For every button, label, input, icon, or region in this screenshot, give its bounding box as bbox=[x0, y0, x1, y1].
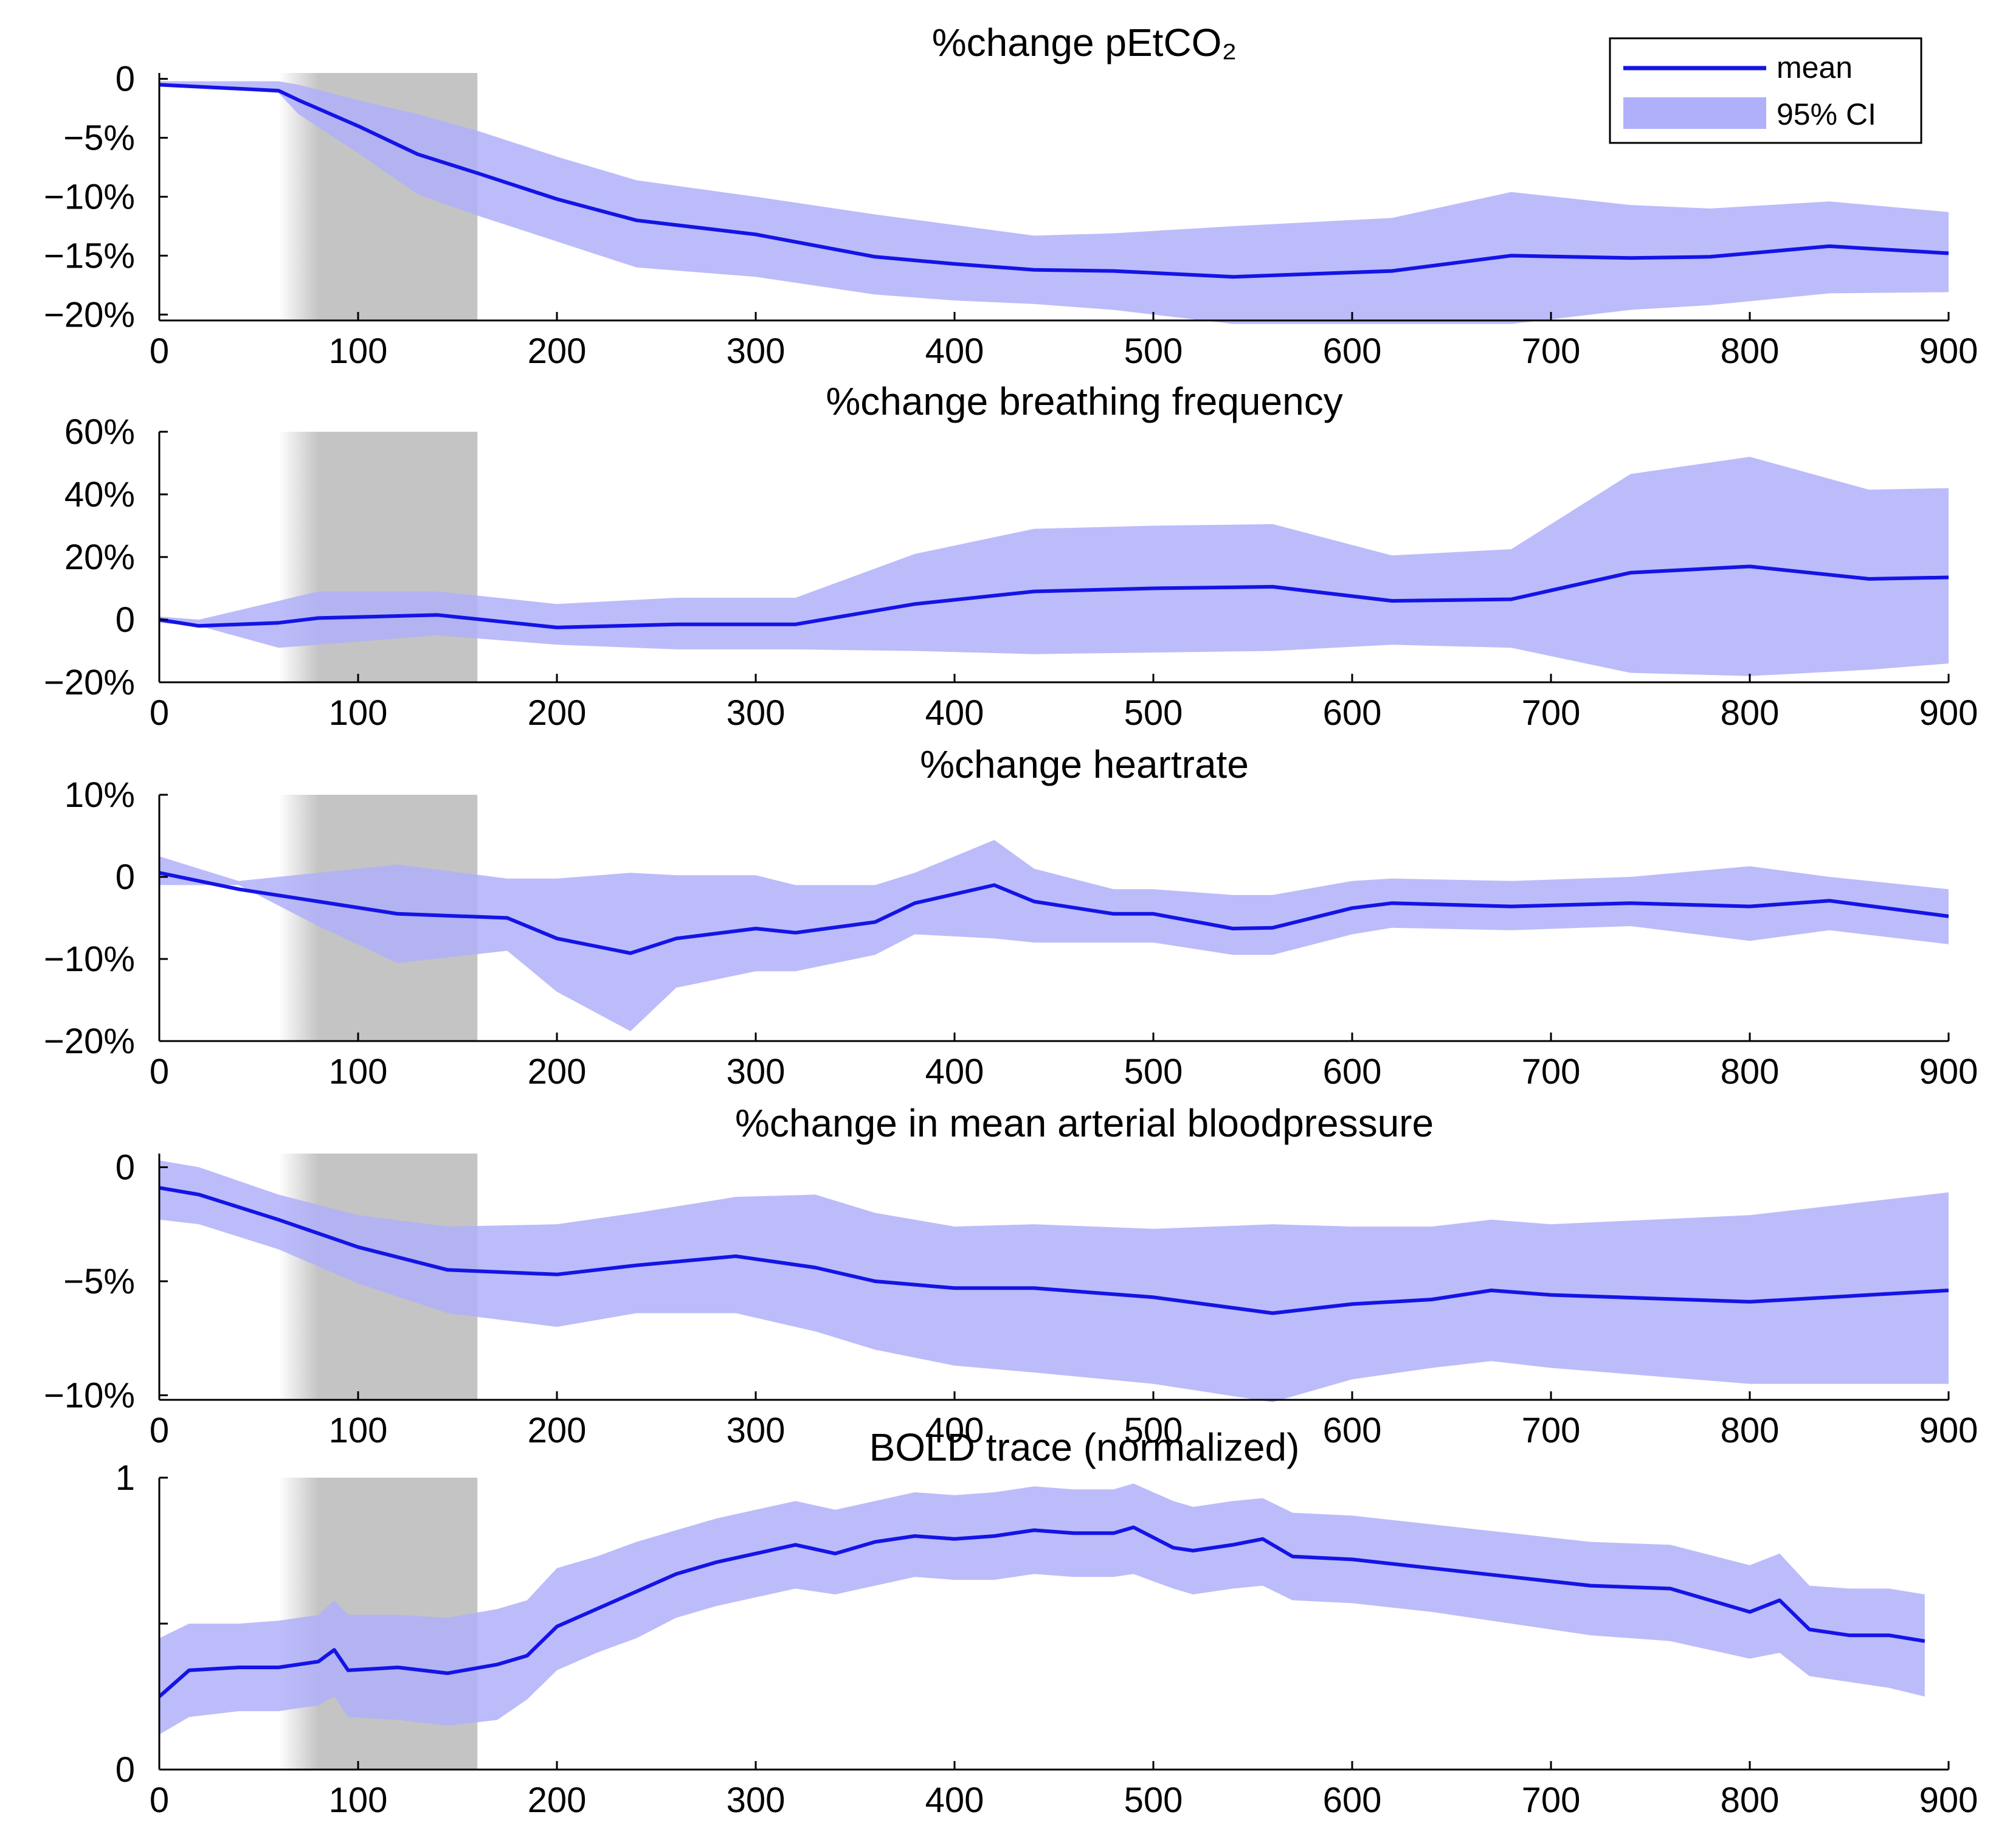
x-tick-label: 800 bbox=[1721, 331, 1780, 371]
y-tick-label: −20% bbox=[44, 663, 135, 702]
x-tick-label: 900 bbox=[1919, 1411, 1978, 1450]
x-tick-label: 100 bbox=[329, 693, 388, 733]
y-tick-label: −20% bbox=[44, 295, 135, 334]
x-tick-label: 100 bbox=[329, 1781, 388, 1820]
x-tick-label: 0 bbox=[150, 1781, 169, 1820]
y-tick-label: 20% bbox=[64, 538, 135, 577]
x-tick-label: 900 bbox=[1919, 693, 1978, 733]
mean-line bbox=[159, 564, 1949, 629]
y-tick-label: −10% bbox=[44, 1376, 135, 1416]
x-tick-label: 500 bbox=[1124, 1411, 1183, 1450]
x-tick-label: 100 bbox=[329, 331, 388, 371]
x-tick-label: 800 bbox=[1721, 1781, 1780, 1820]
x-tick-label: 900 bbox=[1919, 1052, 1978, 1092]
mean-line bbox=[159, 83, 1949, 279]
y-tick-label: 40% bbox=[64, 475, 135, 514]
ci-band bbox=[159, 457, 1949, 676]
x-tick-label: 600 bbox=[1323, 1411, 1382, 1450]
x-tick-label: 400 bbox=[925, 331, 984, 371]
y-tick-label: −5% bbox=[63, 1262, 135, 1301]
panel-5: 0 100 200 300 400 500 600 700 800 900 1 0 BOLD trace… bbox=[116, 1425, 1978, 1820]
x-tick-label: 500 bbox=[1124, 331, 1183, 371]
x-tick-label: 0 bbox=[150, 1052, 169, 1092]
y-tick-label: 60% bbox=[64, 412, 135, 452]
y-tick-label: −15% bbox=[44, 236, 135, 275]
panel-title: %change in mean arterial bloodpressure bbox=[735, 1101, 1434, 1145]
y-tick-label: 0 bbox=[116, 600, 135, 640]
panel-2: 0 100 200 300 400 500 600 700 800 900 60% 40% 20% 0 −2… bbox=[44, 379, 1978, 733]
x-tick-label: 700 bbox=[1522, 1411, 1581, 1450]
panel-4: 0 100 200 300 400 500 600 700 800 900 0 −5% −10% %cha… bbox=[44, 1101, 1978, 1450]
panel-3: 0 100 200 300 400 500 600 700 800 900 10% 0 −10% −20%… bbox=[44, 742, 1978, 1092]
legend-ci-label: 95% CI bbox=[1777, 97, 1876, 131]
x-tick-label: 500 bbox=[1124, 1781, 1183, 1820]
legend-ci-swatch bbox=[1623, 97, 1766, 129]
x-tick-label: 900 bbox=[1919, 1781, 1978, 1820]
y-tick-label: 0 bbox=[116, 60, 135, 99]
y-tick-label: 1 bbox=[116, 1458, 135, 1498]
x-tick-label: 800 bbox=[1721, 1052, 1780, 1092]
x-tick-label: 800 bbox=[1721, 1411, 1780, 1450]
mean-line bbox=[159, 1186, 1949, 1315]
y-tick-label: −10% bbox=[44, 940, 135, 979]
x-tick-label: 0 bbox=[150, 693, 169, 733]
x-tick-label: 800 bbox=[1721, 693, 1780, 733]
x-tick-label: 300 bbox=[727, 331, 786, 371]
panel-title: %change heartrate bbox=[920, 742, 1249, 786]
ci-band bbox=[159, 1483, 1925, 1735]
panel-title: %change breathing frequency bbox=[826, 379, 1342, 423]
y-tick-label: 0 bbox=[116, 1750, 135, 1790]
x-tick-label: 500 bbox=[1124, 1052, 1183, 1092]
x-tick-label: 900 bbox=[1919, 331, 1978, 371]
x-tick-label: 700 bbox=[1522, 693, 1581, 733]
x-tick-label: 200 bbox=[528, 1052, 587, 1092]
x-tick-label: 400 bbox=[925, 1781, 984, 1820]
legend: mean 95% CI bbox=[1609, 37, 1922, 144]
panel-1: 0 100 200 300 400 500 600 700 800 900 0 −5% −10% −15%… bbox=[44, 21, 1978, 371]
y-tick-label: −10% bbox=[44, 178, 135, 217]
x-tick-label: 700 bbox=[1522, 1781, 1581, 1820]
x-tick-label: 200 bbox=[528, 693, 587, 733]
x-tick-label: 200 bbox=[528, 1781, 587, 1820]
x-tick-label: 400 bbox=[925, 693, 984, 733]
x-tick-label: 0 bbox=[150, 1411, 169, 1450]
x-tick-label: 100 bbox=[329, 1411, 388, 1450]
x-tick-label: 300 bbox=[727, 1052, 786, 1092]
x-tick-label: 600 bbox=[1323, 1781, 1382, 1820]
legend-mean-label: mean bbox=[1777, 50, 1853, 85]
x-tick-label: 200 bbox=[528, 1411, 587, 1450]
x-tick-label: 400 bbox=[925, 1052, 984, 1092]
y-tick-label: 0 bbox=[116, 857, 135, 897]
x-tick-label: 300 bbox=[727, 693, 786, 733]
x-tick-label: 0 bbox=[150, 331, 169, 371]
y-tick-label: −5% bbox=[63, 119, 135, 158]
x-tick-label: 600 bbox=[1323, 1052, 1382, 1092]
ci-band bbox=[159, 840, 1949, 1031]
x-tick-label: 300 bbox=[727, 1781, 786, 1820]
panel-title: BOLD trace (normalized) bbox=[869, 1425, 1300, 1469]
x-tick-label: 600 bbox=[1323, 331, 1382, 371]
ci-band bbox=[159, 1160, 1949, 1402]
x-tick-label: 300 bbox=[727, 1411, 786, 1450]
y-tick-label: 0 bbox=[116, 1148, 135, 1188]
x-tick-label: 700 bbox=[1522, 331, 1581, 371]
y-tick-label: 10% bbox=[64, 775, 135, 815]
x-tick-label: 700 bbox=[1522, 1052, 1581, 1092]
x-tick-label: 400 bbox=[925, 1411, 984, 1450]
ci-band bbox=[159, 81, 1949, 324]
x-tick-label: 600 bbox=[1323, 693, 1382, 733]
mean-line bbox=[158, 1525, 1925, 1698]
y-tick-label: −20% bbox=[44, 1022, 135, 1061]
mean-line bbox=[159, 871, 1949, 955]
x-tick-label: 200 bbox=[528, 331, 587, 371]
x-tick-label: 500 bbox=[1124, 693, 1183, 733]
panel-title: %change pEtCO₂ bbox=[932, 21, 1237, 64]
x-tick-label: 100 bbox=[329, 1052, 388, 1092]
